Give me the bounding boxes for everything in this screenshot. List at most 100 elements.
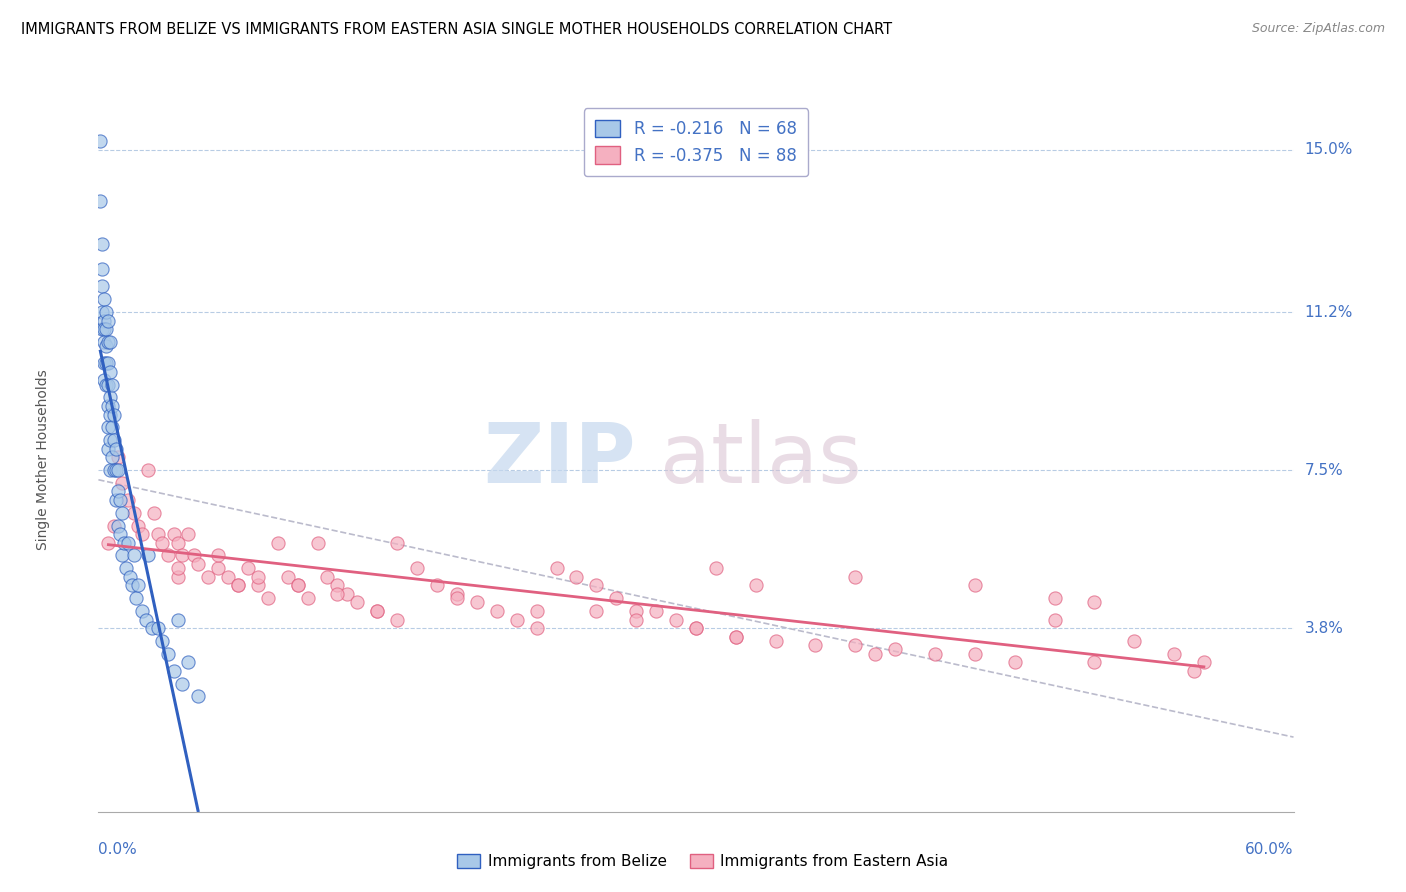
Text: 0.0%: 0.0% — [98, 842, 138, 857]
Point — [111, 475, 134, 490]
Point — [97, 334, 120, 349]
Point — [226, 578, 249, 592]
Point — [97, 313, 120, 327]
Point — [704, 561, 727, 575]
Point — [1163, 647, 1185, 661]
Point — [93, 322, 115, 336]
Point — [172, 549, 194, 563]
Point — [167, 613, 190, 627]
Point — [963, 647, 986, 661]
Point — [207, 561, 229, 575]
Point — [98, 408, 122, 422]
Point — [565, 570, 588, 584]
Point — [93, 292, 115, 306]
Point — [366, 604, 388, 618]
Point — [256, 591, 278, 606]
Point — [385, 613, 409, 627]
Point — [131, 527, 153, 541]
Text: 11.2%: 11.2% — [1305, 304, 1353, 319]
Point — [406, 561, 429, 575]
Point — [97, 356, 120, 370]
Point — [685, 621, 707, 635]
Point — [307, 535, 329, 549]
Point — [98, 433, 122, 447]
Point — [1182, 664, 1205, 678]
Point — [236, 561, 259, 575]
Point — [546, 561, 568, 575]
Point — [91, 262, 114, 277]
Point — [287, 578, 309, 592]
Point — [96, 305, 118, 319]
Point — [98, 391, 122, 405]
Point — [103, 433, 125, 447]
Point — [91, 279, 114, 293]
Point — [183, 549, 205, 563]
Point — [117, 492, 139, 507]
Point — [765, 633, 787, 648]
Point — [105, 463, 128, 477]
Point — [844, 570, 866, 584]
Point — [246, 578, 269, 592]
Point — [526, 604, 548, 618]
Point — [366, 604, 388, 618]
Point — [110, 492, 132, 507]
Point — [267, 535, 290, 549]
Point — [1004, 655, 1026, 669]
Point — [177, 527, 200, 541]
Point — [136, 463, 159, 477]
Text: ZIP: ZIP — [484, 419, 637, 500]
Point — [91, 236, 114, 251]
Point — [97, 420, 120, 434]
Point — [167, 535, 190, 549]
Point — [605, 591, 627, 606]
Text: Source: ZipAtlas.com: Source: ZipAtlas.com — [1251, 22, 1385, 36]
Point — [124, 506, 146, 520]
Point — [97, 399, 120, 413]
Point — [96, 322, 118, 336]
Text: atlas: atlas — [661, 419, 862, 500]
Point — [585, 578, 607, 592]
Point — [96, 339, 118, 353]
Point — [91, 322, 114, 336]
Point — [141, 621, 163, 635]
Point — [163, 664, 186, 678]
Point — [924, 647, 946, 661]
Point — [93, 334, 115, 349]
Point — [187, 557, 209, 571]
Point — [485, 604, 508, 618]
Point — [226, 578, 249, 592]
Point — [685, 621, 707, 635]
Point — [187, 690, 209, 704]
Point — [105, 442, 128, 456]
Point — [217, 570, 239, 584]
Point — [724, 630, 747, 644]
Point — [89, 194, 111, 208]
Point — [585, 604, 607, 618]
Point — [665, 613, 688, 627]
Point — [526, 621, 548, 635]
Point — [157, 549, 180, 563]
Point — [103, 518, 125, 533]
Point — [107, 450, 129, 465]
Point — [626, 604, 648, 618]
Point — [107, 484, 129, 499]
Point — [246, 570, 269, 584]
Text: IMMIGRANTS FROM BELIZE VS IMMIGRANTS FROM EASTERN ASIA SINGLE MOTHER HOUSEHOLDS : IMMIGRANTS FROM BELIZE VS IMMIGRANTS FRO… — [21, 22, 893, 37]
Point — [98, 365, 122, 379]
Point — [136, 549, 159, 563]
Point — [316, 570, 339, 584]
Point — [172, 676, 194, 690]
Text: 60.0%: 60.0% — [1246, 842, 1294, 857]
Point — [131, 604, 153, 618]
Point — [326, 587, 349, 601]
Point — [465, 595, 488, 609]
Point — [346, 595, 368, 609]
Point — [110, 527, 132, 541]
Point — [884, 642, 907, 657]
Point — [385, 535, 409, 549]
Point — [167, 570, 190, 584]
Point — [1043, 591, 1066, 606]
Point — [724, 630, 747, 644]
Point — [148, 527, 170, 541]
Point — [326, 578, 349, 592]
